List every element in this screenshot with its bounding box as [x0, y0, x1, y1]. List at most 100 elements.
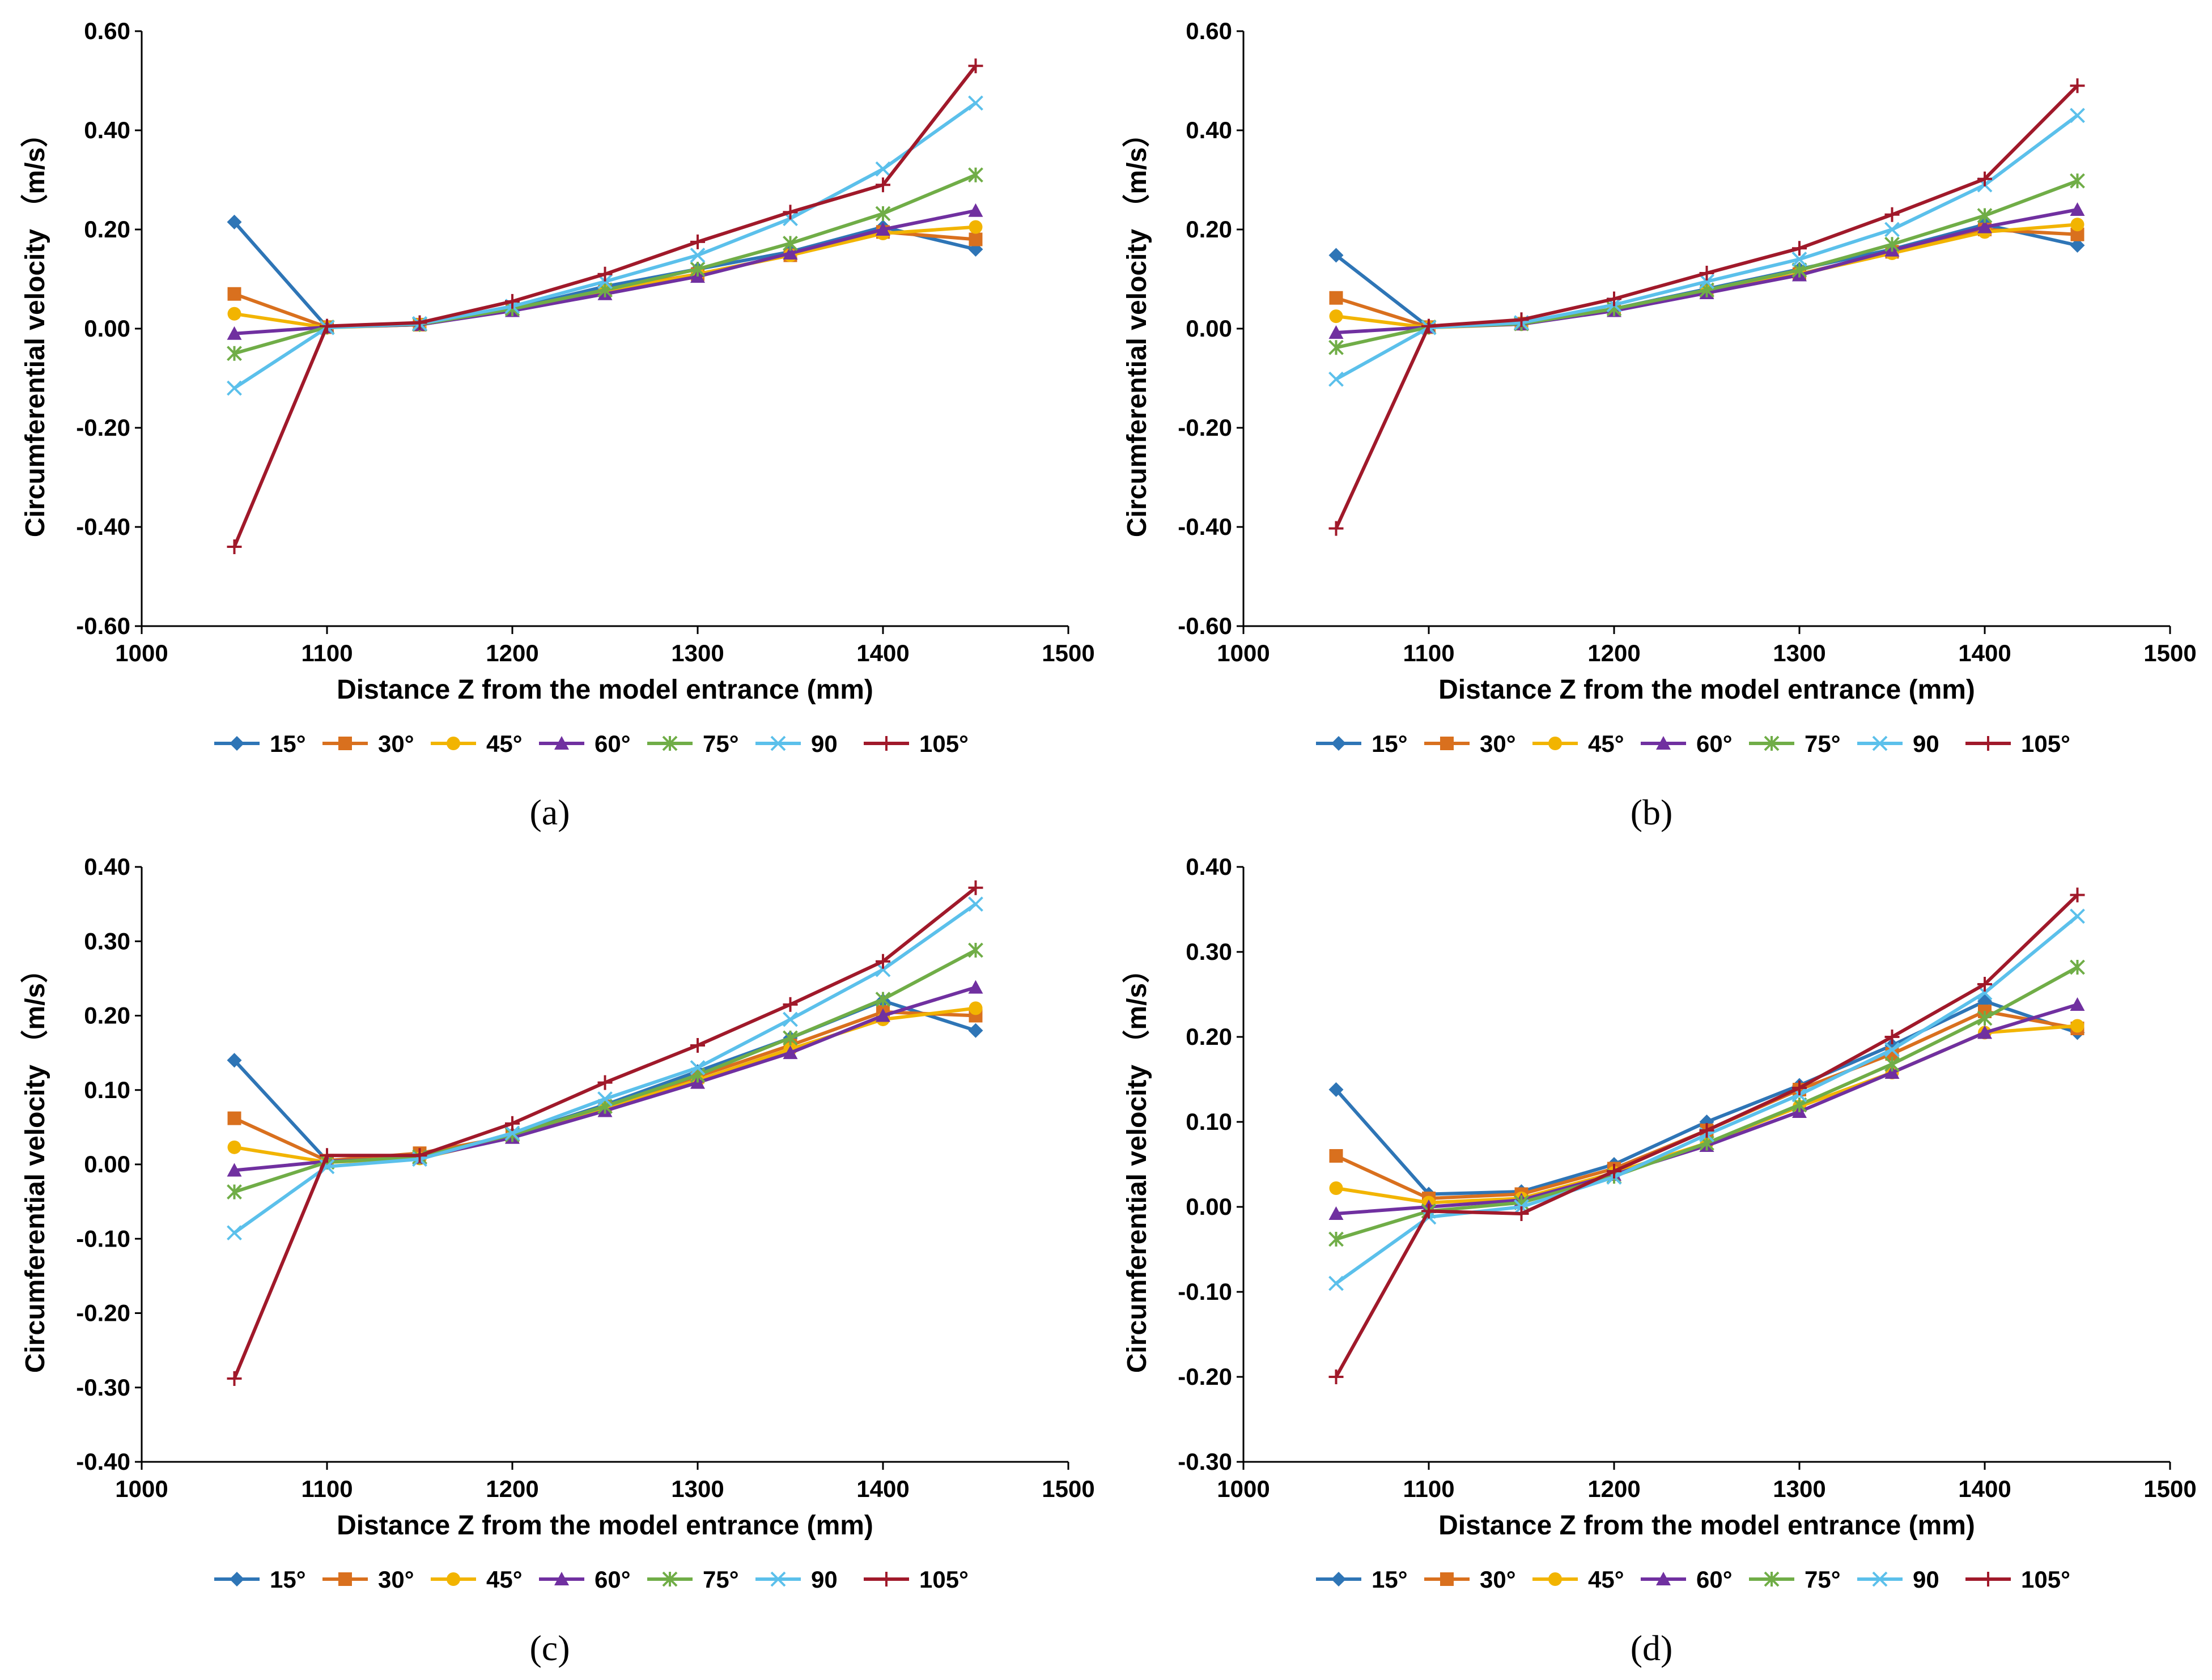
- legend-marker: [879, 1572, 894, 1587]
- legend-marker: [1872, 1571, 1888, 1587]
- legend-item: 30°: [322, 730, 414, 757]
- series-line: [1334, 179, 2079, 350]
- data-point: [690, 1060, 706, 1075]
- data-point: [783, 997, 798, 1012]
- legend-marker: [1548, 737, 1562, 750]
- data-point: [1328, 248, 1344, 263]
- legend-marker: [230, 736, 244, 751]
- x-tick-label: 1200: [1587, 1475, 1640, 1502]
- series-line: [1334, 1000, 2079, 1196]
- data-point: [412, 1148, 427, 1163]
- legend-label: 90: [1913, 730, 1939, 757]
- legend-marker: [770, 735, 786, 751]
- legend-marker: [1981, 736, 1996, 751]
- data-point: [412, 315, 427, 330]
- data-point: [1329, 309, 1343, 324]
- legend-item: 45°: [1532, 1566, 1624, 1593]
- x-axis-title: Distance Z from the model entrance (mm): [337, 1511, 873, 1541]
- data-point: [690, 1038, 705, 1053]
- legend-marker: [879, 736, 894, 751]
- series-90: [227, 95, 983, 396]
- legend-item: 60°: [539, 730, 631, 757]
- legend-marker: [1764, 735, 1780, 751]
- y-axis-title: Circumferential velocity （m/s）: [1122, 956, 1152, 1373]
- legend-marker: [447, 1572, 460, 1586]
- data-point: [968, 203, 983, 217]
- data-point: [968, 942, 983, 958]
- data-point: [968, 1023, 983, 1038]
- legend-label: 90: [1913, 1566, 1939, 1593]
- x-tick-label: 1500: [1042, 1475, 1094, 1502]
- data-point: [968, 167, 983, 183]
- legend-marker: [338, 1572, 352, 1586]
- series-line: [1334, 915, 2079, 1285]
- data-point: [227, 1184, 242, 1200]
- data-point: [2070, 1019, 2084, 1033]
- series-90: [1328, 108, 2085, 387]
- y-tick-label: 0.30: [1186, 938, 1232, 965]
- data-point: [1514, 1206, 1529, 1221]
- legend-item: 30°: [322, 1566, 414, 1593]
- legend-item: 105°: [1965, 1566, 2070, 1593]
- legend-label: 90: [811, 1566, 838, 1593]
- legend-item: 75°: [647, 730, 739, 757]
- legend-marker: [447, 737, 460, 750]
- legend-label: 75°: [1805, 730, 1841, 757]
- legend-item: 105°: [1965, 730, 2070, 757]
- legend-item: 75°: [1749, 730, 1841, 757]
- y-tick-label: -0.60: [1178, 613, 1232, 639]
- data-point: [1421, 318, 1436, 334]
- x-tick-label: 1200: [486, 640, 538, 666]
- data-point: [1884, 207, 1900, 222]
- y-tick-label: -0.20: [76, 1300, 130, 1326]
- x-tick-label: 1000: [1217, 1475, 1270, 1502]
- data-point: [968, 896, 983, 912]
- data-point: [227, 1371, 242, 1386]
- x-tick-label: 1500: [2143, 640, 2196, 666]
- data-point: [1791, 262, 1807, 278]
- legend-item: 90: [1857, 1566, 1939, 1593]
- series-line: [232, 902, 978, 1235]
- x-tick-label: 1300: [671, 1475, 724, 1502]
- y-tick-label: -0.10: [76, 1225, 130, 1252]
- legend-item: 105°: [864, 730, 969, 757]
- legend-item: 60°: [539, 1566, 631, 1593]
- data-point: [875, 206, 891, 222]
- x-tick-label: 1100: [1403, 1475, 1454, 1502]
- data-point: [227, 1111, 241, 1125]
- data-point: [1699, 274, 1714, 290]
- x-tick-label: 1500: [2143, 1475, 2196, 1502]
- x-tick-label: 1400: [856, 640, 909, 666]
- legend-label: 15°: [1372, 1566, 1408, 1593]
- data-point: [1792, 1081, 1807, 1095]
- x-tick-label: 1100: [1403, 640, 1454, 666]
- data-point: [1328, 1275, 1344, 1291]
- legend: 15° 30° 45° 60° 75° 90 105°: [1316, 730, 2070, 757]
- data-point: [1329, 1181, 1343, 1195]
- y-tick-label: 0.60: [1186, 18, 1232, 44]
- legend-marker: [554, 736, 569, 750]
- data-point: [320, 318, 334, 334]
- series-105deg: [1328, 78, 2085, 536]
- data-point: [1977, 208, 1993, 223]
- series-75deg: [227, 167, 983, 361]
- legend-marker: [1440, 737, 1454, 750]
- legend-item: 45°: [431, 1566, 523, 1593]
- series-105deg: [227, 58, 983, 554]
- legend-item: 90: [755, 1566, 838, 1593]
- data-point: [968, 95, 983, 111]
- legend-marker: [554, 1572, 569, 1585]
- data-point: [690, 234, 705, 249]
- legend-item: 90: [1857, 730, 1939, 757]
- y-tick-label: -0.40: [76, 1448, 130, 1475]
- legend-marker: [662, 735, 678, 751]
- x-tick-label: 1400: [856, 1475, 909, 1502]
- legend-label: 45°: [1588, 1566, 1624, 1593]
- legend-label: 15°: [270, 1566, 306, 1593]
- data-point: [1977, 1010, 1993, 1026]
- y-tick-label: -0.30: [76, 1374, 130, 1401]
- data-point: [969, 220, 983, 234]
- panel-label: (a): [529, 792, 570, 832]
- chart-panel-d: -0.30 -0.20 -0.10 0.00 0.10 0.20 0.30 0.40 1000 1…: [1122, 853, 2197, 1668]
